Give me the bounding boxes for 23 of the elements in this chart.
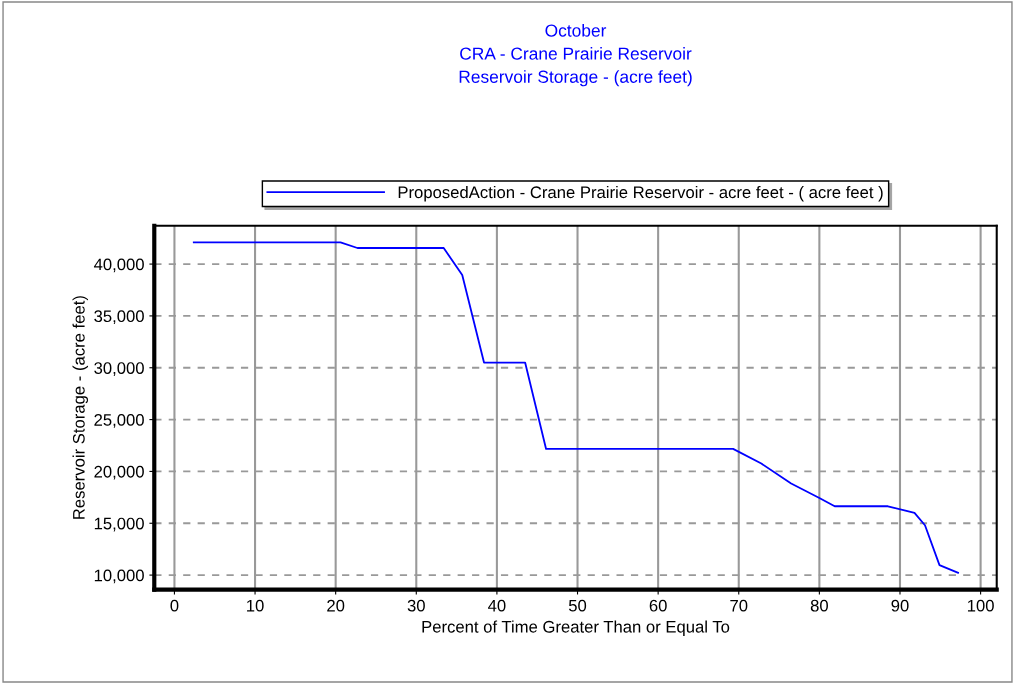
- y-tick-label: 10,000: [94, 569, 144, 584]
- x-tick-label: 40: [488, 599, 506, 612]
- y-tick-label: 25,000: [94, 413, 144, 428]
- x-tick-label: 30: [407, 599, 425, 612]
- x-tick-label: 20: [327, 599, 345, 612]
- chart-title: October CRA - Crane Prairie Reservoir Reservoir Storage - (acre feet): [459, 23, 692, 87]
- text: ProposedAction - Crane Prairie Reservoir - acre feet - ( acre feet ): [398, 185, 883, 202]
- y-axis-title: Reservoir Storage - (acre feet): [72, 296, 89, 519]
- x-axis-title: Percent of Time Greater Than or Equal To: [422, 620, 730, 636]
- y-tick-label: 15,000: [94, 517, 144, 532]
- x-tick-label: 50: [568, 599, 587, 612]
- x-tick-label: 70: [730, 599, 748, 612]
- y-tick-label: 40,000: [93, 258, 144, 273]
- x-tick-label: 10: [247, 599, 264, 612]
- x-tick-label: 60: [649, 599, 667, 612]
- x-tick-label: 90: [891, 599, 909, 612]
- line-series: [192, 241, 959, 574]
- x-tick-label: 0: [170, 599, 179, 612]
- x-tick-label: 80: [810, 599, 828, 612]
- x-tick-label: 100: [967, 599, 994, 612]
- y-tick-label: 35,000: [94, 310, 144, 325]
- y-tick-label: 30,000: [94, 362, 144, 376]
- y-tick-label: 20,000: [94, 465, 144, 480]
